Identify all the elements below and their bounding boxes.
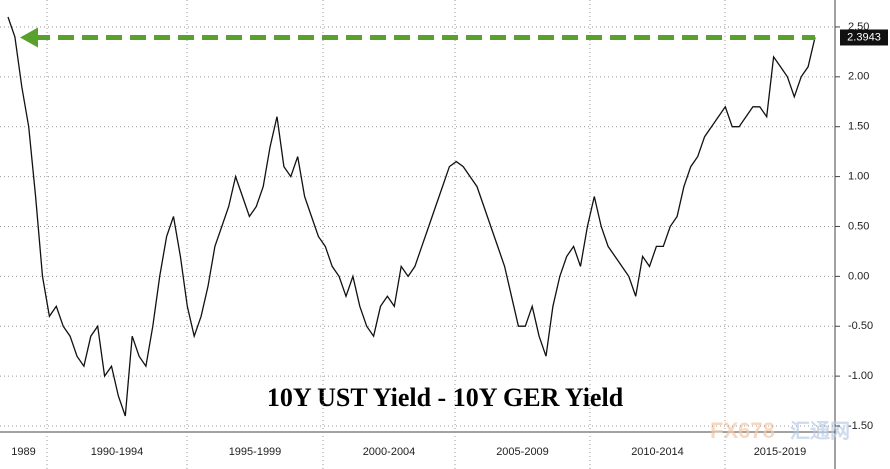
y-tick-label: -1.00 bbox=[848, 370, 873, 382]
watermark: FX678 bbox=[710, 418, 775, 443]
data-line bbox=[7, 16, 816, 417]
x-tick-label: 2005-2009 bbox=[496, 446, 549, 458]
y-tick-label: 1.50 bbox=[848, 121, 869, 133]
x-tick-label: 1990-1994 bbox=[91, 446, 144, 458]
y-tick-label: -1.50 bbox=[848, 420, 873, 432]
y-tick-label: 0.50 bbox=[848, 220, 869, 232]
x-tick-label: 2000-2004 bbox=[363, 446, 416, 458]
x-tick-label: 1989 bbox=[11, 446, 35, 458]
chart-title: 10Y UST Yield - 10Y GER Yield bbox=[267, 383, 624, 412]
last-value-box bbox=[840, 29, 888, 46]
y-tick-label: 0.00 bbox=[848, 270, 869, 282]
y-tick-label: 1.00 bbox=[848, 170, 869, 182]
watermark: 汇通网 bbox=[790, 419, 850, 442]
y-tick-label: 2.00 bbox=[848, 71, 869, 83]
y-tick-label: -0.50 bbox=[848, 320, 873, 332]
x-tick-label: 1995-1999 bbox=[229, 446, 282, 458]
arrow-head bbox=[20, 27, 38, 48]
last-value-label: 2.3943 bbox=[847, 31, 881, 43]
x-tick-label: 2010-2014 bbox=[631, 446, 684, 458]
x-tick-label: 2015-2019 bbox=[754, 446, 807, 458]
